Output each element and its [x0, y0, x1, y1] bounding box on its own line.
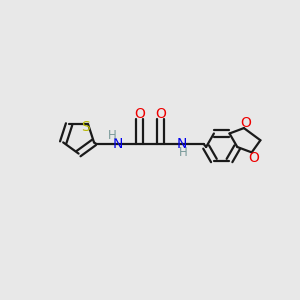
Text: S: S — [81, 120, 90, 134]
Text: H: H — [179, 146, 188, 159]
Text: N: N — [113, 137, 123, 151]
Text: N: N — [177, 137, 187, 151]
Text: H: H — [108, 129, 117, 142]
Text: O: O — [134, 107, 145, 121]
Text: O: O — [155, 107, 166, 121]
Text: O: O — [240, 116, 251, 130]
Text: O: O — [248, 151, 259, 165]
